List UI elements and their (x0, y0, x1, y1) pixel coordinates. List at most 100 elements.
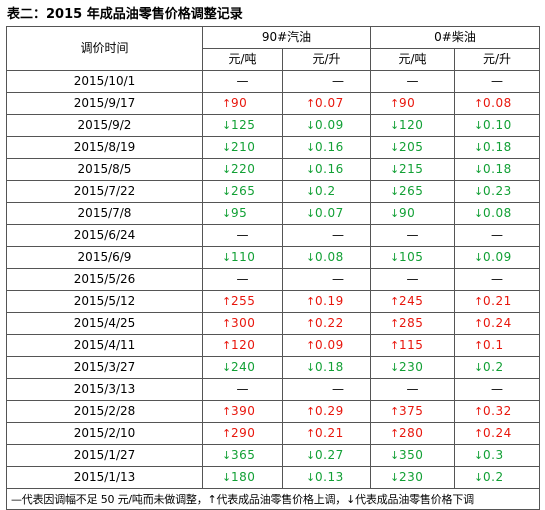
value-cell: ↓210 (202, 136, 283, 159)
price-change-value: 0.2 (483, 470, 504, 484)
arrow-down-icon: ↓ (390, 361, 400, 374)
table-row: 2015/2/10 ↑290 ↑0.21 ↑280 ↑0.24 (6, 422, 541, 445)
arrow-up-icon: ↑ (474, 339, 484, 352)
unit-header-gasoline-liter: 元/升 (281, 48, 372, 71)
arrow-down-icon: ↓ (390, 449, 400, 462)
arrow-up-icon: ↑ (474, 405, 484, 418)
no-change-dash: — (236, 382, 249, 396)
value-cell: ↓0.09 (454, 246, 541, 269)
arrow-up-icon: ↑ (390, 427, 400, 440)
value-cell: ↓0.2 (454, 466, 541, 489)
price-change-value: 0.08 (483, 206, 512, 220)
arrow-down-icon: ↓ (390, 471, 400, 484)
table-row: 2015/5/12 ↑255 ↑0.19 ↑245 ↑0.21 (6, 290, 541, 313)
date-cell: 2015/7/8 (6, 202, 203, 225)
price-change-value: 0.09 (483, 250, 512, 264)
arrow-down-icon: ↓ (474, 471, 484, 484)
price-change-value: 300 (231, 316, 256, 330)
value-cell: — (281, 378, 372, 401)
value-cell: — (281, 70, 372, 93)
legend-note: —代表因调幅不足 50 元/吨而未做调整，↑代表成品油零售价格上调，↓代表成品油… (5, 488, 541, 510)
price-change-value: 0.1 (483, 338, 504, 352)
value-cell: — (202, 70, 283, 93)
value-cell: ↑0.32 (454, 400, 541, 423)
value-cell: ↑90 (370, 92, 456, 115)
value-cell: ↓0.2 (454, 356, 541, 379)
arrow-up-icon: ↑ (390, 339, 400, 352)
price-table-wrapper: 调价时间 90#汽油 0#柴油 元/吨 元/升 元/吨 元/升 2015/10/… (5, 26, 541, 510)
value-cell: — (370, 70, 456, 93)
price-change-value: 90 (231, 96, 248, 110)
table-row: 2015/9/17 ↑90 ↑0.07 ↑90 ↑0.08 (6, 92, 541, 115)
page-title: 表二：2015 年成品油零售价格调整记录 (7, 7, 243, 22)
arrow-down-icon: ↓ (222, 449, 232, 462)
date-cell: 2015/8/5 (6, 158, 203, 181)
price-change-value: 280 (399, 426, 424, 440)
value-cell: ↓0.07 (281, 202, 372, 225)
no-change-dash: — (491, 228, 504, 242)
arrow-down-icon: ↓ (474, 185, 484, 198)
arrow-up-icon: ↑ (474, 97, 484, 110)
arrow-down-icon: ↓ (474, 207, 484, 220)
header-row-groups: 调价时间 90#汽油 0#柴油 (6, 26, 541, 71)
price-change-value: 0.22 (315, 316, 344, 330)
arrow-up-icon: ↑ (390, 405, 400, 418)
no-change-dash: — (406, 228, 419, 242)
date-cell: 2015/2/10 (6, 422, 203, 445)
price-change-value: 0.32 (483, 404, 512, 418)
value-cell: ↓265 (202, 180, 283, 203)
value-cell: — (454, 224, 541, 247)
date-cell: 2015/9/17 (6, 92, 203, 115)
price-change-value: 265 (231, 184, 256, 198)
arrow-up-icon: ↑ (474, 295, 484, 308)
arrow-up-icon: ↑ (474, 427, 484, 440)
price-change-value: 90 (399, 96, 416, 110)
value-cell: ↑255 (202, 290, 283, 313)
value-cell: — (454, 70, 541, 93)
arrow-up-icon: ↑ (306, 427, 316, 440)
value-cell: ↑0.22 (281, 312, 372, 335)
date-cell: 2015/4/11 (6, 334, 203, 357)
value-cell: — (454, 378, 541, 401)
table-row: 2015/9/2 ↓125 ↓0.09 ↓120 ↓0.10 (6, 114, 541, 137)
value-cell: ↓0.08 (454, 202, 541, 225)
price-change-value: 0.24 (483, 426, 512, 440)
price-change-value: 210 (231, 140, 256, 154)
price-change-value: 290 (231, 426, 256, 440)
value-cell: ↓90 (370, 202, 456, 225)
value-cell: — (202, 224, 283, 247)
arrow-down-icon: ↓ (474, 449, 484, 462)
value-cell: ↓230 (370, 356, 456, 379)
value-cell: ↑115 (370, 334, 456, 357)
price-change-value: 365 (231, 448, 256, 462)
date-cell: 2015/6/9 (6, 246, 203, 269)
value-cell: ↓365 (202, 444, 283, 467)
value-cell: — (281, 224, 372, 247)
date-column-header: 调价时间 (6, 26, 203, 71)
arrow-down-icon: ↓ (306, 471, 316, 484)
price-change-value: 0.19 (315, 294, 344, 308)
price-change-value: 110 (231, 250, 256, 264)
price-change-value: 95 (231, 206, 248, 220)
table-row: 2015/7/8 ↓95 ↓0.07 ↓90 ↓0.08 (6, 202, 541, 225)
no-change-dash: — (332, 382, 344, 396)
value-cell: ↓0.18 (454, 136, 541, 159)
value-cell: ↑120 (202, 334, 283, 357)
value-cell: — (202, 268, 283, 291)
arrow-down-icon: ↓ (306, 185, 316, 198)
price-change-value: 0.08 (315, 250, 344, 264)
arrow-down-icon: ↓ (474, 141, 484, 154)
arrow-down-icon: ↓ (222, 207, 232, 220)
arrow-down-icon: ↓ (306, 119, 316, 132)
arrow-down-icon: ↓ (390, 185, 400, 198)
value-cell: ↓95 (202, 202, 283, 225)
value-cell: ↑0.19 (281, 290, 372, 313)
arrow-up-icon: ↑ (222, 295, 232, 308)
price-change-value: 0.23 (483, 184, 512, 198)
date-cell: 2015/1/13 (6, 466, 203, 489)
arrow-down-icon: ↓ (306, 449, 316, 462)
value-cell: ↑280 (370, 422, 456, 445)
arrow-up-icon: ↑ (306, 97, 316, 110)
table-row: 2015/6/9 ↓110 ↓0.08 ↓105 ↓0.09 (6, 246, 541, 269)
value-cell: — (370, 268, 456, 291)
